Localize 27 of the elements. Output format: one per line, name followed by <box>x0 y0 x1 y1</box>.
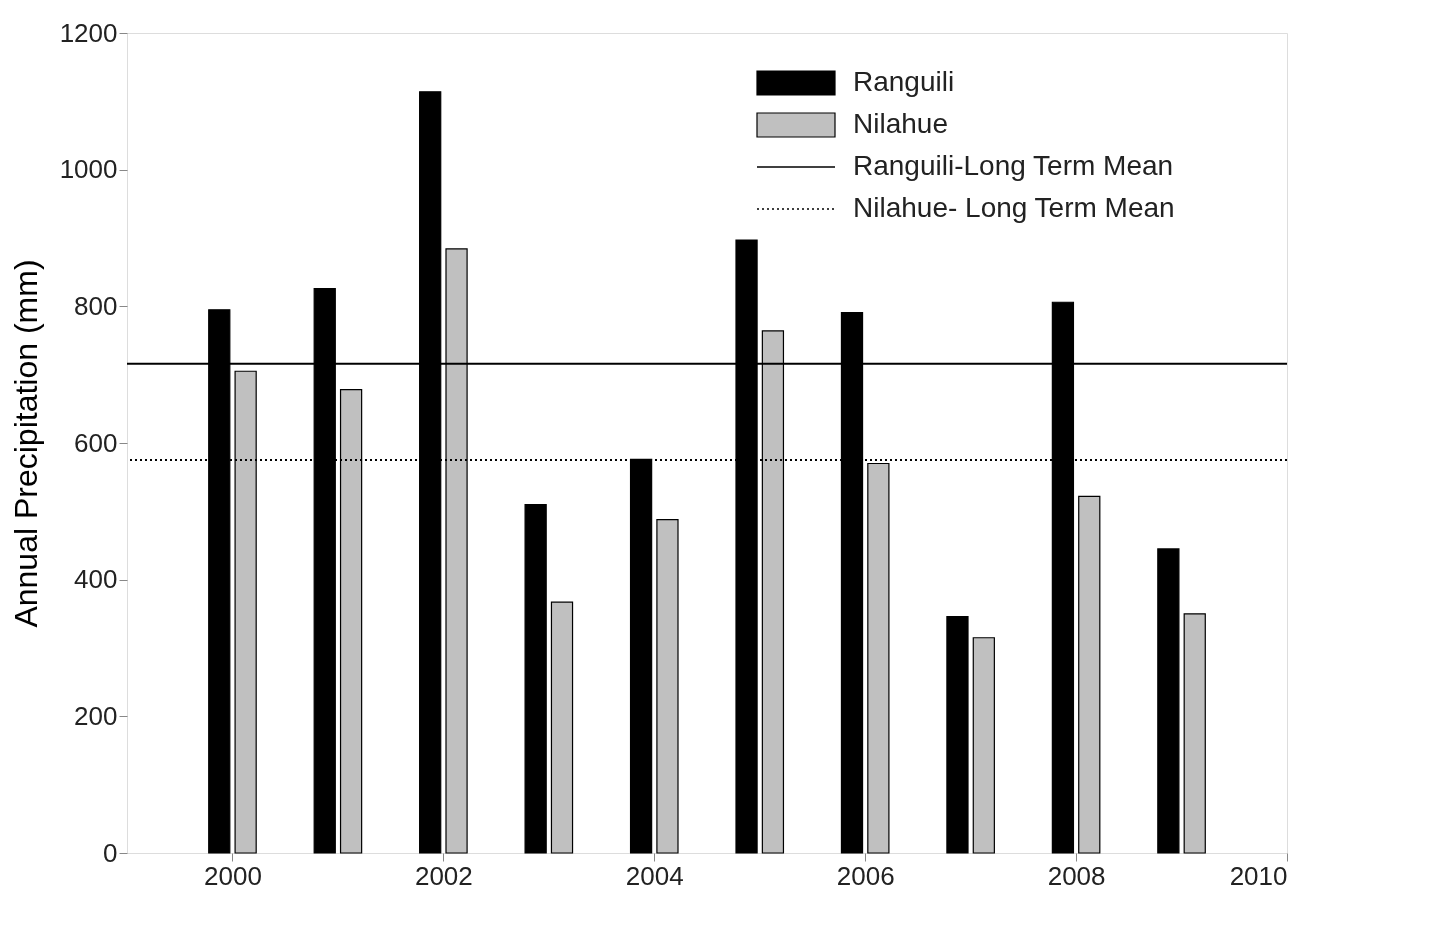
legend-label: Nilahue <box>853 108 948 139</box>
y-tick-label: 400 <box>74 564 118 595</box>
bar <box>1157 548 1180 854</box>
y-tick-label: 1200 <box>59 17 118 48</box>
y-tick-label: 0 <box>103 837 118 868</box>
bar <box>1078 495 1101 854</box>
bar <box>946 615 969 854</box>
x-tick-label: 2006 <box>836 860 895 891</box>
y-tick-label: 800 <box>74 290 118 321</box>
x-tick-label: 2002 <box>414 860 473 891</box>
x-tick-label: 2004 <box>625 860 684 891</box>
legend-label: Nilahue- Long Term Mean <box>853 192 1175 223</box>
bar <box>550 601 574 854</box>
bar <box>972 637 995 854</box>
y-axis-title: Annual Precipitation (mm) <box>7 259 44 628</box>
x-tick-label: 2008 <box>1047 860 1106 891</box>
bar <box>656 518 679 854</box>
y-tick-label: 200 <box>74 700 118 731</box>
legend-label: Ranguili-Long Term Mean <box>853 150 1174 181</box>
x-tick-label: 2010 <box>1229 860 1288 891</box>
bar <box>867 462 890 854</box>
x-tick-label: 2000 <box>204 860 262 891</box>
legend-label: Ranguili <box>853 66 955 97</box>
y-tick-label: 600 <box>74 427 118 458</box>
y-tick-label: 1000 <box>59 154 118 185</box>
bar <box>1183 613 1206 854</box>
bar <box>524 503 547 854</box>
